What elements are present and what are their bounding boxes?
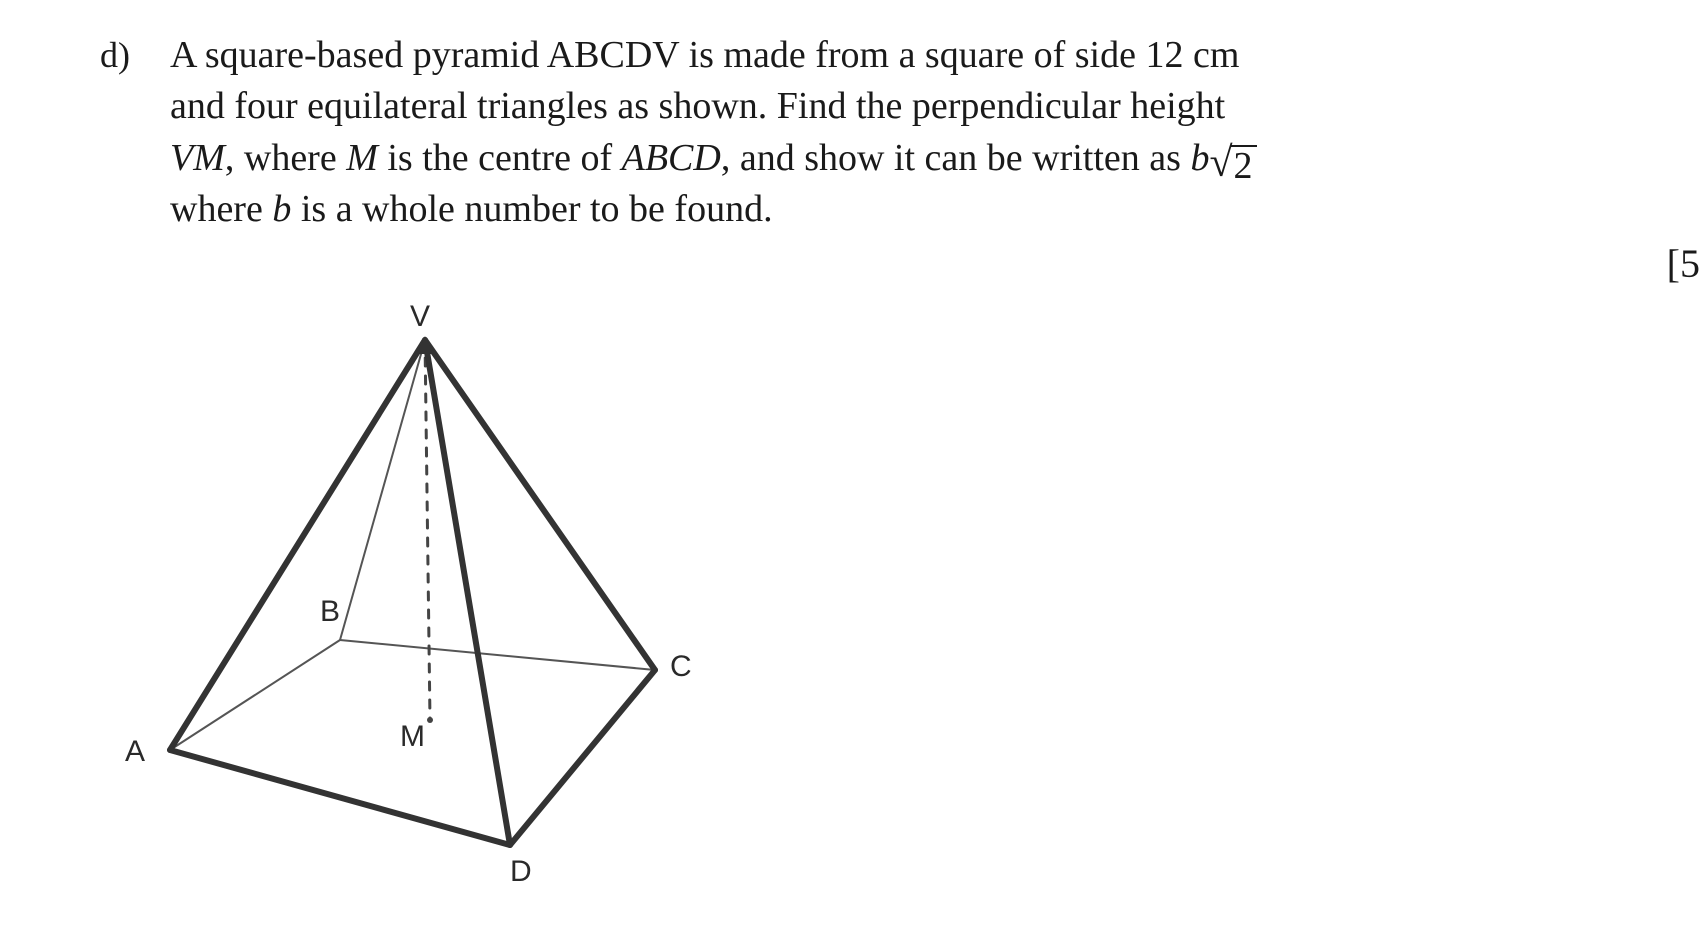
q-l4-s1: where bbox=[170, 188, 272, 230]
question-row: d) A square-based pyramid ABCDV is made … bbox=[80, 30, 1680, 235]
q-l4-s2: is a whole number to be found. bbox=[291, 188, 772, 230]
q-abcd: ABCD bbox=[622, 137, 721, 179]
marks-label: [5 bbox=[1667, 240, 1700, 287]
page: d) A square-based pyramid ABCDV is made … bbox=[0, 0, 1700, 937]
label-b: B bbox=[320, 595, 340, 629]
q-vm: VM bbox=[170, 137, 225, 179]
q-b: b bbox=[272, 188, 291, 230]
label-m: M bbox=[400, 720, 425, 754]
q-m: M bbox=[346, 137, 378, 179]
label-c: C bbox=[670, 650, 692, 684]
label-v: V bbox=[410, 300, 430, 334]
q-side-length: 12 cm bbox=[1145, 34, 1239, 76]
q-line2: and four equilateral triangles as shown.… bbox=[170, 85, 1225, 127]
surd: √2 bbox=[1209, 143, 1256, 183]
label-d: D bbox=[510, 855, 532, 889]
q-surd-coeff: b bbox=[1190, 137, 1209, 179]
q-l3-s4: , and show it can be written as bbox=[721, 137, 1191, 179]
pyramid-figure: V B C M A D bbox=[110, 300, 750, 900]
q-line1-prefix: A square-based pyramid ABCDV is made fro… bbox=[170, 34, 1145, 76]
surd-arg: 2 bbox=[1230, 145, 1257, 185]
q-l3-s3: is the centre of bbox=[378, 137, 622, 179]
pyramid-svg bbox=[110, 300, 750, 900]
part-label: d) bbox=[80, 30, 130, 76]
q-l3-s2: , where bbox=[225, 137, 346, 179]
label-a: A bbox=[125, 735, 145, 769]
question-text: A square-based pyramid ABCDV is made fro… bbox=[170, 30, 1257, 235]
